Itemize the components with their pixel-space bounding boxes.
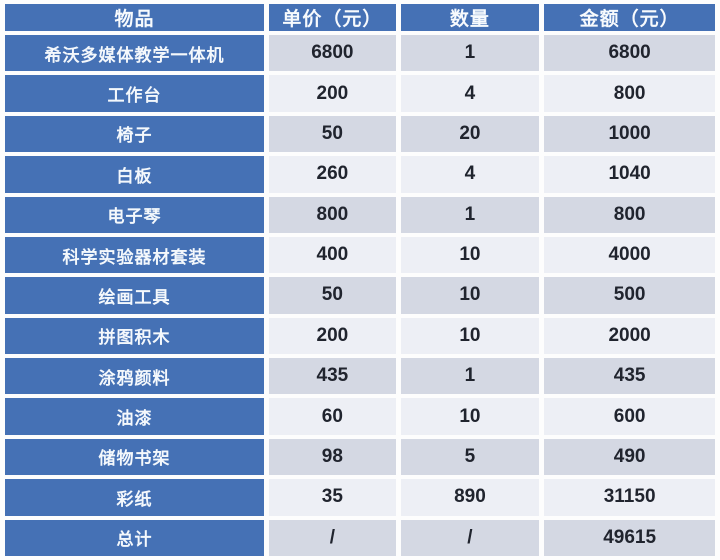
unit-price-cell: 400: [269, 236, 396, 274]
item-name-cell: 拼图积木: [5, 317, 265, 354]
amount-cell: 435: [544, 358, 715, 395]
item-name-cell: 工作台: [5, 75, 265, 112]
amount-cell: 1040: [544, 156, 715, 193]
quantity-cell: /: [400, 519, 540, 556]
table-row: 椅子 50 20 1000: [5, 115, 715, 153]
amount-cell: 4000: [544, 236, 715, 274]
item-name-cell: 白板: [5, 156, 265, 193]
item-name-cell: 彩纸: [5, 479, 265, 516]
unit-price-cell: 35: [269, 479, 396, 516]
table-row: 拼图积木 200 10 2000: [5, 317, 715, 354]
amount-cell: 6800: [544, 35, 715, 72]
unit-price-cell: 6800: [269, 35, 396, 72]
quantity-cell: 10: [400, 277, 540, 314]
amount-cell: 49615: [544, 519, 715, 556]
unit-price-cell: /: [269, 519, 396, 556]
quantity-cell: 10: [400, 317, 540, 354]
item-name-cell: 绘画工具: [5, 277, 265, 314]
amount-cell: 600: [544, 398, 715, 435]
quantity-cell: 20: [400, 115, 540, 153]
unit-price-cell: 98: [269, 438, 396, 476]
item-name-cell: 椅子: [5, 115, 265, 153]
table-row: 工作台 200 4 800: [5, 75, 715, 112]
col-header-unit-price: 单价（元）: [269, 4, 396, 31]
item-name-cell: 油漆: [5, 398, 265, 435]
table-row: 白板 260 4 1040: [5, 156, 715, 193]
amount-cell: 2000: [544, 317, 715, 354]
table-row: 涂鸦颜料 435 1 435: [5, 358, 715, 395]
unit-price-cell: 260: [269, 156, 396, 193]
item-name-cell: 科学实验器材套装: [5, 236, 265, 274]
unit-price-cell: 50: [269, 277, 396, 314]
col-header-amount: 金额（元）: [544, 4, 715, 31]
item-name-cell: 希沃多媒体教学一体机: [5, 35, 265, 72]
item-name-cell: 总计: [5, 519, 265, 556]
unit-price-cell: 50: [269, 115, 396, 153]
quantity-cell: 4: [400, 156, 540, 193]
header-row: 物品 单价（元） 数量 金额（元）: [5, 4, 715, 31]
amount-cell: 1000: [544, 115, 715, 153]
amount-cell: 490: [544, 438, 715, 476]
col-header-item: 物品: [5, 4, 265, 31]
item-name-cell: 电子琴: [5, 196, 265, 233]
quantity-cell: 4: [400, 75, 540, 112]
unit-price-cell: 435: [269, 358, 396, 395]
quantity-cell: 1: [400, 358, 540, 395]
table-row: 科学实验器材套装 400 10 4000: [5, 236, 715, 274]
table-row: 希沃多媒体教学一体机 6800 1 6800: [5, 35, 715, 72]
table-row: 彩纸 35 890 31150: [5, 479, 715, 516]
amount-cell: 800: [544, 196, 715, 233]
col-header-quantity: 数量: [400, 4, 540, 31]
quantity-cell: 5: [400, 438, 540, 476]
table-row: 电子琴 800 1 800: [5, 196, 715, 233]
unit-price-cell: 200: [269, 317, 396, 354]
amount-cell: 500: [544, 277, 715, 314]
table-body: 希沃多媒体教学一体机 6800 1 6800 工作台 200 4 800 椅子 …: [5, 35, 715, 556]
unit-price-cell: 200: [269, 75, 396, 112]
quantity-cell: 890: [400, 479, 540, 516]
quantity-cell: 10: [400, 398, 540, 435]
table-row: 储物书架 98 5 490: [5, 438, 715, 476]
table-row: 油漆 60 10 600: [5, 398, 715, 435]
amount-cell: 800: [544, 75, 715, 112]
quantity-cell: 1: [400, 35, 540, 72]
table-row: 总计 / / 49615: [5, 519, 715, 556]
amount-cell: 31150: [544, 479, 715, 516]
quantity-cell: 10: [400, 236, 540, 274]
quantity-cell: 1: [400, 196, 540, 233]
item-name-cell: 涂鸦颜料: [5, 358, 265, 395]
item-name-cell: 储物书架: [5, 438, 265, 476]
unit-price-cell: 800: [269, 196, 396, 233]
table-row: 绘画工具 50 10 500: [5, 277, 715, 314]
unit-price-cell: 60: [269, 398, 396, 435]
